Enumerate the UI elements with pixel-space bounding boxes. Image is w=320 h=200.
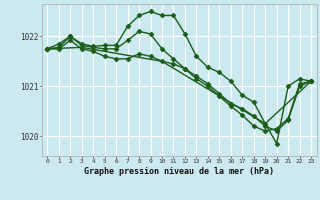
X-axis label: Graphe pression niveau de la mer (hPa): Graphe pression niveau de la mer (hPa)	[84, 167, 274, 176]
